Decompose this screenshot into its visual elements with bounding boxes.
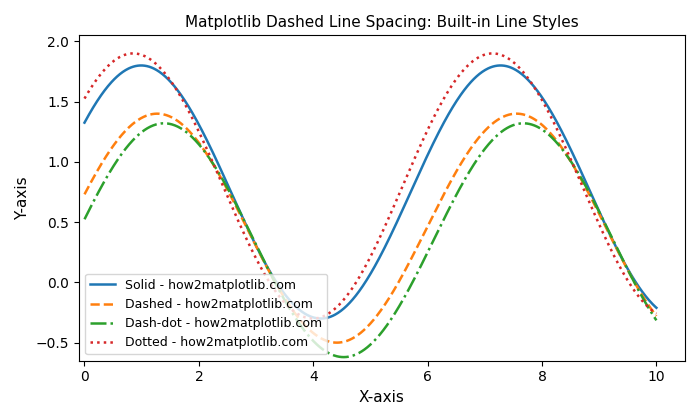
X-axis label: X-axis: X-axis (359, 390, 405, 405)
Solid - how2matplotlib.com (312, 316, 321, 321)
Dotted - how2matplotlib.com (129, 51, 137, 56)
Dash-dot - how2matplotlib.com (160, 121, 168, 126)
Dashed - how2matplotlib.com (80, 192, 89, 197)
Dotted - how2matplotlib.com (474, 55, 482, 60)
Dotted - how2matplotlib.com (313, 316, 321, 321)
Dotted - how2matplotlib.com (139, 53, 148, 58)
Solid - how2matplotlib.com (527, 81, 536, 86)
Line: Dotted - how2matplotlib.com: Dotted - how2matplotlib.com (85, 53, 657, 318)
Solid - how2matplotlib.com (137, 63, 146, 68)
Dash-dot - how2matplotlib.com (474, 155, 482, 160)
Dashed - how2matplotlib.com (332, 340, 341, 345)
Dotted - how2matplotlib.com (309, 316, 317, 321)
Dash-dot - how2matplotlib.com (538, 127, 546, 132)
Solid - how2matplotlib.com (316, 316, 325, 321)
Dash-dot - how2matplotlib.com (80, 217, 89, 222)
Line: Dash-dot - how2matplotlib.com: Dash-dot - how2matplotlib.com (85, 123, 657, 357)
Dashed - how2matplotlib.com (153, 111, 162, 116)
Dashed - how2matplotlib.com (333, 340, 342, 345)
Dash-dot - how2matplotlib.com (340, 354, 348, 360)
Dashed - how2matplotlib.com (312, 333, 321, 338)
Solid - how2matplotlib.com (139, 63, 148, 68)
Dotted - how2matplotlib.com (538, 97, 546, 102)
Solid - how2matplotlib.com (80, 120, 89, 125)
Dashed - how2matplotlib.com (538, 122, 546, 127)
Dashed - how2matplotlib.com (527, 115, 536, 120)
Y-axis label: Y-axis: Y-axis (15, 176, 30, 220)
Dotted - how2matplotlib.com (527, 81, 536, 86)
Solid - how2matplotlib.com (333, 311, 342, 316)
Solid - how2matplotlib.com (538, 94, 546, 100)
Dashed - how2matplotlib.com (139, 115, 147, 120)
Dash-dot - how2matplotlib.com (312, 341, 321, 346)
Dashed - how2matplotlib.com (652, 313, 661, 318)
Solid - how2matplotlib.com (652, 305, 661, 310)
Dotted - how2matplotlib.com (333, 304, 342, 309)
Title: Matplotlib Dashed Line Spacing: Built-in Line Styles: Matplotlib Dashed Line Spacing: Built-in… (185, 15, 579, 30)
Solid - how2matplotlib.com (474, 72, 482, 77)
Dash-dot - how2matplotlib.com (527, 122, 536, 127)
Dash-dot - how2matplotlib.com (652, 318, 661, 323)
Dotted - how2matplotlib.com (652, 311, 661, 316)
Line: Solid - how2matplotlib.com: Solid - how2matplotlib.com (85, 66, 657, 318)
Dash-dot - how2matplotlib.com (332, 354, 341, 359)
Dotted - how2matplotlib.com (80, 96, 89, 101)
Line: Dashed - how2matplotlib.com: Dashed - how2matplotlib.com (85, 114, 657, 343)
Dash-dot - how2matplotlib.com (139, 129, 147, 134)
Dashed - how2matplotlib.com (474, 136, 482, 141)
Legend: Solid - how2matplotlib.com, Dashed - how2matplotlib.com, Dash-dot - how2matplotl: Solid - how2matplotlib.com, Dashed - how… (85, 274, 327, 354)
